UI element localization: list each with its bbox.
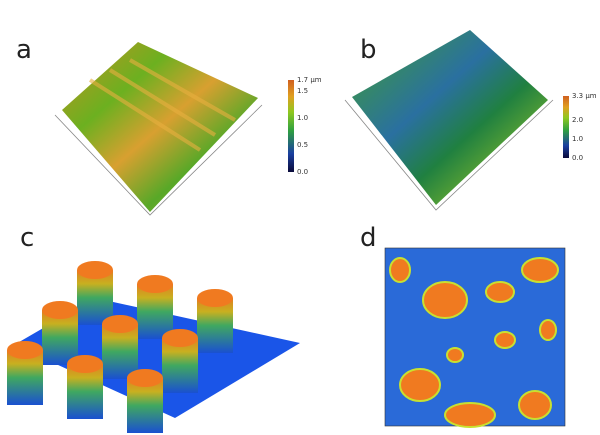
pillars — [7, 261, 233, 433]
pillar-part — [197, 289, 233, 307]
panel-label: d — [360, 223, 377, 253]
colorbar-tick: 0.0 — [297, 168, 308, 176]
pillar-part — [197, 298, 233, 353]
axis — [54, 104, 263, 216]
colorbar — [563, 96, 569, 158]
surface — [62, 42, 258, 212]
colorbar-tick: 3.3 µm — [572, 92, 597, 100]
pillar-part — [127, 369, 163, 387]
pillar-part — [162, 338, 198, 393]
panel-label: c — [20, 223, 34, 253]
ridge — [88, 58, 236, 152]
surface — [352, 30, 548, 205]
colorbar — [288, 80, 294, 172]
pillar-part — [42, 310, 78, 365]
pillar-part — [137, 284, 173, 339]
pillar-part — [127, 378, 163, 433]
colorbar-tick: 1.0 — [297, 114, 308, 122]
blobs — [389, 257, 559, 428]
colorbar-tick: 1.7 µm — [297, 76, 322, 84]
axis — [344, 99, 554, 211]
pillar-part — [77, 270, 113, 325]
pillar-part — [67, 364, 103, 419]
colorbar-tick: 1.0 — [572, 135, 583, 143]
colorbar-tick: 1.5 — [297, 87, 308, 95]
colorbar-tick: 0.0 — [572, 154, 583, 162]
pillar-part — [42, 301, 78, 319]
pillar-part — [102, 315, 138, 333]
pillar-part — [137, 275, 173, 293]
pillar-part — [7, 341, 43, 359]
pillar-part — [67, 355, 103, 373]
panel-label: a — [16, 35, 32, 65]
pillar-part — [102, 324, 138, 379]
pillar-part — [77, 261, 113, 279]
colorbar-tick: 2.0 — [572, 116, 583, 124]
pillar-part — [162, 329, 198, 347]
pillar-part — [7, 350, 43, 405]
panel-label: b — [360, 35, 377, 65]
colorbar-tick: 0.5 — [297, 141, 308, 149]
